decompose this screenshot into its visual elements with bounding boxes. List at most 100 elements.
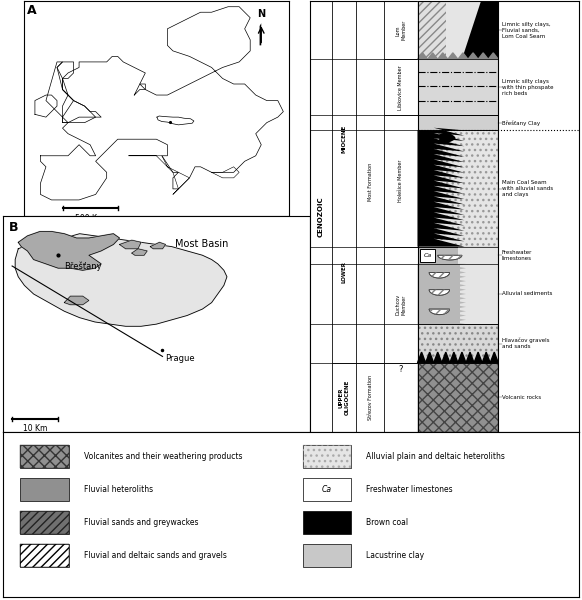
Bar: [332, 363, 356, 432]
Bar: [384, 59, 417, 115]
Bar: [310, 1, 332, 432]
Bar: [20, 544, 69, 567]
Polygon shape: [466, 352, 474, 363]
Polygon shape: [442, 352, 450, 363]
Polygon shape: [490, 352, 498, 363]
Text: Volcanites and their weathering products: Volcanites and their weathering products: [84, 452, 242, 461]
Bar: [417, 130, 498, 247]
Bar: [20, 445, 69, 468]
Text: Most Formation: Most Formation: [368, 163, 372, 201]
Text: Ca: Ca: [322, 485, 332, 494]
Text: Volcanic rocks: Volcanic rocks: [502, 395, 541, 400]
Polygon shape: [468, 53, 478, 59]
Text: Hlavačov gravels
and sands: Hlavačov gravels and sands: [502, 338, 549, 349]
Bar: [417, 264, 498, 324]
Bar: [417, 247, 498, 264]
Text: Limnic silty clays
with thin phospate
rich beds: Limnic silty clays with thin phospate ri…: [502, 79, 553, 95]
Polygon shape: [478, 53, 488, 59]
Polygon shape: [428, 53, 438, 59]
Bar: [446, 1, 498, 59]
Polygon shape: [417, 53, 428, 59]
Bar: [417, 130, 498, 247]
Polygon shape: [134, 84, 146, 95]
Polygon shape: [462, 1, 498, 59]
Polygon shape: [15, 234, 227, 326]
Text: UPPER
OLIGOCENE: UPPER OLIGOCENE: [339, 380, 349, 415]
Bar: [20, 445, 69, 468]
Bar: [303, 544, 352, 567]
Polygon shape: [417, 264, 466, 324]
Polygon shape: [429, 290, 449, 295]
Polygon shape: [474, 352, 482, 363]
Text: N: N: [257, 9, 265, 19]
Bar: [356, 1, 384, 363]
Bar: [20, 511, 69, 534]
Bar: [332, 1, 356, 363]
Polygon shape: [425, 352, 434, 363]
Text: Alluvial plain and deltaic heteroliths: Alluvial plain and deltaic heteroliths: [366, 452, 505, 461]
Bar: [417, 115, 498, 130]
Text: Ca: Ca: [424, 253, 432, 258]
Text: CENOZOIC: CENOZOIC: [318, 196, 324, 237]
Bar: [384, 247, 417, 363]
Bar: [417, 363, 498, 432]
Bar: [303, 478, 352, 501]
Text: Lom
Member: Lom Member: [396, 20, 406, 40]
Polygon shape: [482, 352, 490, 363]
Bar: [20, 544, 69, 567]
Text: Main Coal Seam
with alluvial sands
and clays: Main Coal Seam with alluvial sands and c…: [502, 180, 553, 197]
Text: Střezov Formation: Střezov Formation: [368, 375, 372, 420]
Bar: [458, 247, 498, 264]
Bar: [417, 1, 470, 59]
Text: Libkovice Member: Libkovice Member: [399, 65, 403, 110]
Text: ?: ?: [399, 365, 403, 374]
Polygon shape: [439, 133, 456, 144]
Text: Holešice Member: Holešice Member: [399, 160, 403, 202]
Text: Lacustrine clay: Lacustrine clay: [366, 551, 424, 560]
Polygon shape: [417, 352, 425, 363]
Text: Fluvial and deltaic sands and gravels: Fluvial and deltaic sands and gravels: [84, 551, 226, 560]
Text: Brown coal: Brown coal: [366, 518, 408, 527]
Bar: [303, 445, 352, 468]
Text: 500 Km: 500 Km: [76, 214, 105, 223]
Polygon shape: [417, 128, 464, 247]
Bar: [417, 363, 498, 432]
Bar: [417, 324, 498, 363]
Bar: [356, 363, 384, 432]
Text: LOWER: LOWER: [342, 262, 346, 283]
Bar: [20, 511, 69, 534]
Polygon shape: [212, 167, 239, 178]
Text: 10 Km: 10 Km: [23, 424, 47, 433]
Bar: [384, 1, 417, 59]
Polygon shape: [458, 53, 468, 59]
Bar: [20, 478, 69, 501]
Bar: [417, 324, 498, 363]
Bar: [303, 445, 352, 468]
Text: B: B: [9, 221, 19, 234]
Polygon shape: [434, 352, 442, 363]
Polygon shape: [429, 309, 449, 314]
Polygon shape: [119, 240, 141, 249]
Text: MIOCENE: MIOCENE: [342, 125, 346, 153]
Text: Duchcov
Member: Duchcov Member: [396, 294, 406, 316]
Polygon shape: [57, 62, 95, 122]
Text: A: A: [27, 4, 36, 17]
Bar: [417, 1, 498, 59]
Polygon shape: [448, 53, 458, 59]
Text: Alluvial sediments: Alluvial sediments: [502, 292, 552, 296]
Polygon shape: [64, 296, 89, 305]
Text: Freshwater
limestones: Freshwater limestones: [502, 250, 532, 260]
Polygon shape: [35, 95, 57, 117]
Polygon shape: [132, 249, 147, 255]
Text: Most Basin: Most Basin: [175, 239, 228, 250]
Text: Fluvial heteroliths: Fluvial heteroliths: [84, 485, 152, 494]
Text: Břešťany: Břešťany: [64, 262, 102, 271]
Polygon shape: [438, 53, 448, 59]
Bar: [417, 59, 498, 115]
Text: Limnic silty clays,
Fluvial sands,
Lom Coal Seam: Limnic silty clays, Fluvial sands, Lom C…: [502, 22, 550, 39]
Polygon shape: [429, 272, 449, 278]
Polygon shape: [488, 53, 498, 59]
Polygon shape: [150, 242, 165, 249]
Polygon shape: [450, 352, 458, 363]
Polygon shape: [438, 255, 462, 260]
